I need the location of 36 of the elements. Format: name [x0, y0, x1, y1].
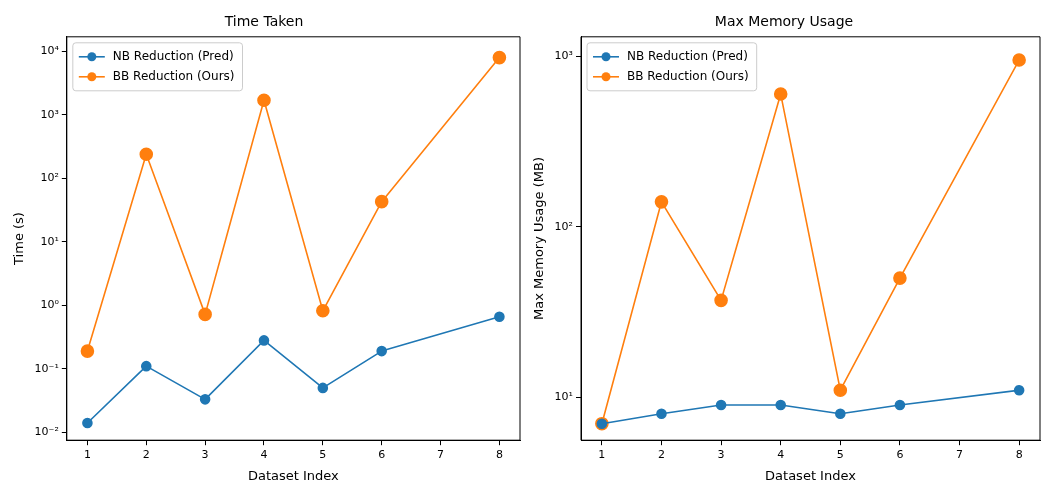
chart-title: Time Taken — [223, 13, 304, 30]
y-tick-label: 10⁰ — [40, 298, 60, 312]
x-tick-label: 6 — [896, 447, 904, 461]
x-tick-label: 7 — [437, 447, 445, 461]
y-axis-title: Time (s) — [11, 212, 27, 266]
legend-label: NB Reduction (Pred) — [627, 48, 748, 63]
x-tick-label: 7 — [956, 447, 964, 461]
y-tick-label: 10³ — [554, 49, 574, 63]
x-tick-label: 5 — [319, 447, 327, 461]
y-tick-label: 10¹ — [554, 390, 574, 404]
x-tick-label: 2 — [657, 447, 665, 461]
x-axis-title: Dataset Index — [765, 467, 857, 483]
legend-label: NB Reduction (Pred) — [112, 48, 234, 63]
x-tick-label: 6 — [378, 447, 386, 461]
y-tick-label: 10² — [40, 171, 59, 185]
x-tick-label: 8 — [495, 447, 503, 461]
x-tick-label: 1 — [598, 447, 606, 461]
legend-label: BB Reduction (Ours) — [112, 68, 235, 83]
y-tick-label: 10¹ — [40, 234, 59, 248]
x-tick-label: 5 — [836, 447, 844, 461]
y-tick-label: 10³ — [40, 107, 59, 121]
x-tick-label: 3 — [201, 447, 209, 461]
legend-label: BB Reduction (Ours) — [627, 68, 749, 83]
x-axis-title: Dataset Index — [247, 467, 340, 483]
x-tick-label: 2 — [142, 447, 150, 461]
y-axis-title: Max Memory Usage (MB) — [531, 157, 547, 320]
x-tick-label: 1 — [83, 447, 91, 461]
chart-title: Max Memory Usage — [714, 13, 854, 30]
x-tick-label: 4 — [777, 447, 785, 461]
x-tick-label: 8 — [1015, 447, 1023, 461]
y-tick-label: 10⁻¹ — [34, 361, 59, 375]
y-tick-label: 10² — [554, 219, 574, 233]
x-tick-label: 3 — [717, 447, 725, 461]
x-tick-label: 4 — [260, 447, 268, 461]
y-tick-label: 10⁴ — [40, 44, 60, 58]
y-tick-label: 10⁻² — [34, 425, 59, 439]
